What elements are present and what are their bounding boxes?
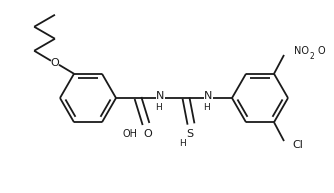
Text: 2: 2 bbox=[310, 52, 315, 61]
Text: N: N bbox=[156, 91, 164, 101]
Text: O: O bbox=[50, 58, 59, 68]
Text: NO: NO bbox=[294, 46, 309, 56]
Text: S: S bbox=[186, 129, 194, 139]
Text: H: H bbox=[179, 140, 185, 148]
Text: H: H bbox=[204, 103, 210, 113]
Text: O: O bbox=[144, 129, 152, 139]
Text: Cl: Cl bbox=[292, 140, 303, 150]
Text: O: O bbox=[318, 46, 326, 56]
Text: N: N bbox=[204, 91, 212, 101]
Text: OH: OH bbox=[123, 129, 138, 139]
Text: H: H bbox=[156, 103, 162, 113]
